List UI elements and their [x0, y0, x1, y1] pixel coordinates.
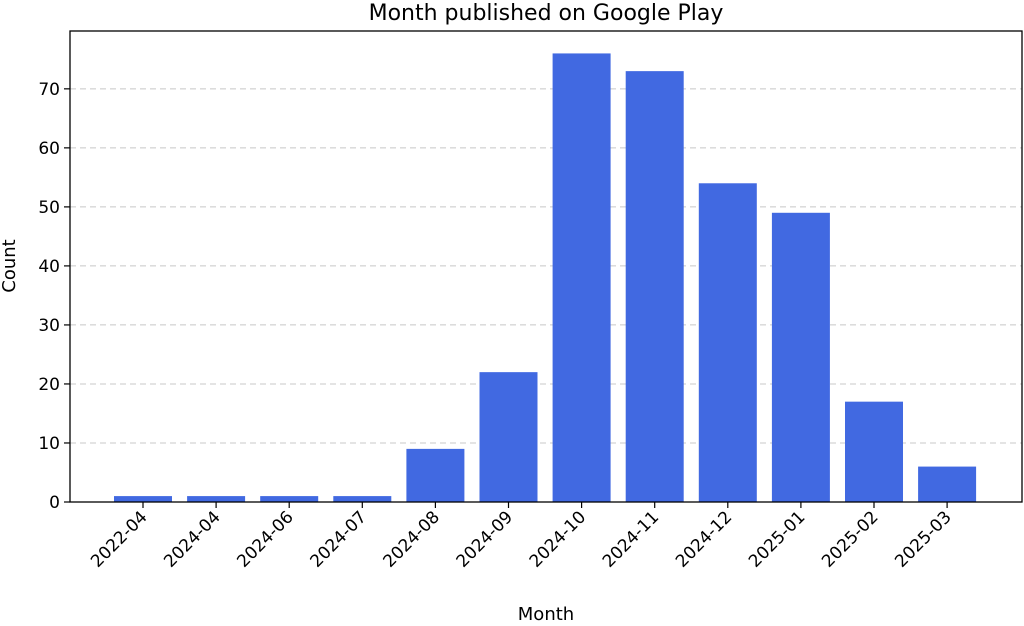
bar-2025-02	[845, 401, 903, 502]
x-tick-label: 2024-09	[453, 507, 517, 571]
y-tick-label: 60	[38, 139, 60, 159]
x-tick-label: 2024-12	[672, 507, 736, 571]
x-tick-label: 2022-04	[87, 507, 151, 571]
x-tick-label: 2025-03	[891, 507, 955, 571]
bar-2024-06	[260, 496, 319, 502]
y-axis-ticks: 0 10 20 30 40 50 60 70	[38, 80, 70, 513]
bar-2024-09	[479, 372, 538, 502]
bar-2025-03	[918, 466, 977, 502]
x-tick-label: 2024-10	[526, 507, 590, 571]
bar-2022-04	[114, 496, 172, 502]
x-axis-ticks: 2022-04 2024-04 2024-06 2024-07 2024-08 2024-…	[87, 502, 956, 572]
y-tick-label: 10	[38, 434, 60, 454]
x-tick-label: 2024-07	[306, 507, 370, 571]
y-tick-label: 20	[38, 375, 60, 395]
y-axis-label: Count	[0, 239, 20, 292]
bar-2024-12	[698, 183, 757, 502]
chart-title: Month published on Google Play	[369, 1, 724, 26]
bar-2024-08	[406, 448, 465, 502]
bars	[114, 53, 977, 503]
bar-2024-04	[187, 496, 246, 502]
y-tick-label: 40	[38, 257, 60, 277]
x-tick-label: 2024-11	[599, 507, 663, 571]
x-axis-label: Month	[518, 604, 574, 622]
gridlines	[70, 88, 1022, 444]
x-tick-label: 2024-08	[380, 507, 444, 571]
y-tick-label: 50	[38, 198, 60, 218]
x-tick-label: 2024-04	[160, 507, 224, 571]
x-tick-label: 2025-01	[745, 507, 809, 571]
bar-2024-11	[625, 71, 684, 502]
y-tick-label: 70	[38, 80, 60, 100]
y-tick-label: 30	[38, 316, 60, 336]
bar-2025-01	[771, 212, 830, 502]
bar-2024-07	[333, 496, 392, 502]
x-tick-label: 2024-06	[233, 507, 297, 571]
bar-2024-10	[552, 53, 611, 503]
x-tick-label: 2025-02	[818, 507, 882, 571]
y-tick-label: 0	[49, 493, 60, 513]
